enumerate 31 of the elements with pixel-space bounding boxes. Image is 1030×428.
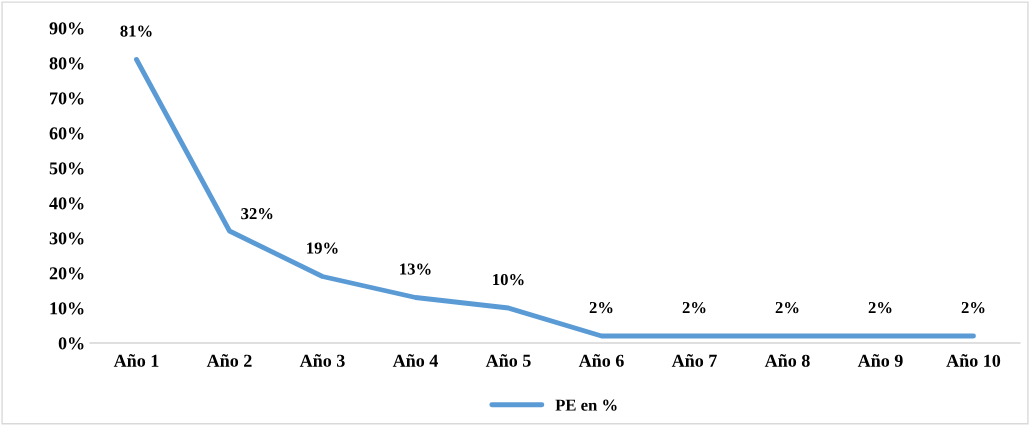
y-tick-label: 50% xyxy=(49,162,84,175)
legend-label: PE en % xyxy=(555,399,617,411)
y-tick-label: 20% xyxy=(49,267,84,280)
x-tick-label: Año 3 xyxy=(299,354,345,367)
y-tick-label: 40% xyxy=(49,197,84,210)
x-tick-label: Año 4 xyxy=(392,354,438,367)
data-label: 2% xyxy=(961,301,985,314)
x-tick-label: Año 9 xyxy=(857,354,903,367)
y-tick-label: 30% xyxy=(49,232,84,245)
y-tick-label: 60% xyxy=(49,127,84,140)
data-label: 2% xyxy=(868,301,892,314)
data-label: 81% xyxy=(120,25,152,37)
x-tick-label: Año 8 xyxy=(764,354,810,367)
x-tick-label: Año 7 xyxy=(671,354,717,367)
y-tick-label: 80% xyxy=(49,57,84,70)
y-tick-label: 0% xyxy=(58,337,84,350)
x-tick-label: Año 2 xyxy=(206,354,252,367)
data-label: 2% xyxy=(682,301,706,314)
x-tick-label: Año 6 xyxy=(578,354,624,367)
data-label: 2% xyxy=(589,301,613,314)
data-label: 2% xyxy=(775,301,799,314)
x-tick-label: Año 5 xyxy=(485,354,531,367)
data-label: 13% xyxy=(400,263,431,275)
data-label: 32% xyxy=(241,208,273,220)
x-tick-label: Año 1 xyxy=(113,354,159,367)
data-label: 19% xyxy=(307,242,338,254)
data-label: 10% xyxy=(493,273,524,286)
y-tick-label: 70% xyxy=(50,92,84,105)
y-tick-label: 90% xyxy=(49,22,84,35)
y-tick-label: 10% xyxy=(50,302,84,315)
x-tick-label: Año 10 xyxy=(946,354,1001,367)
